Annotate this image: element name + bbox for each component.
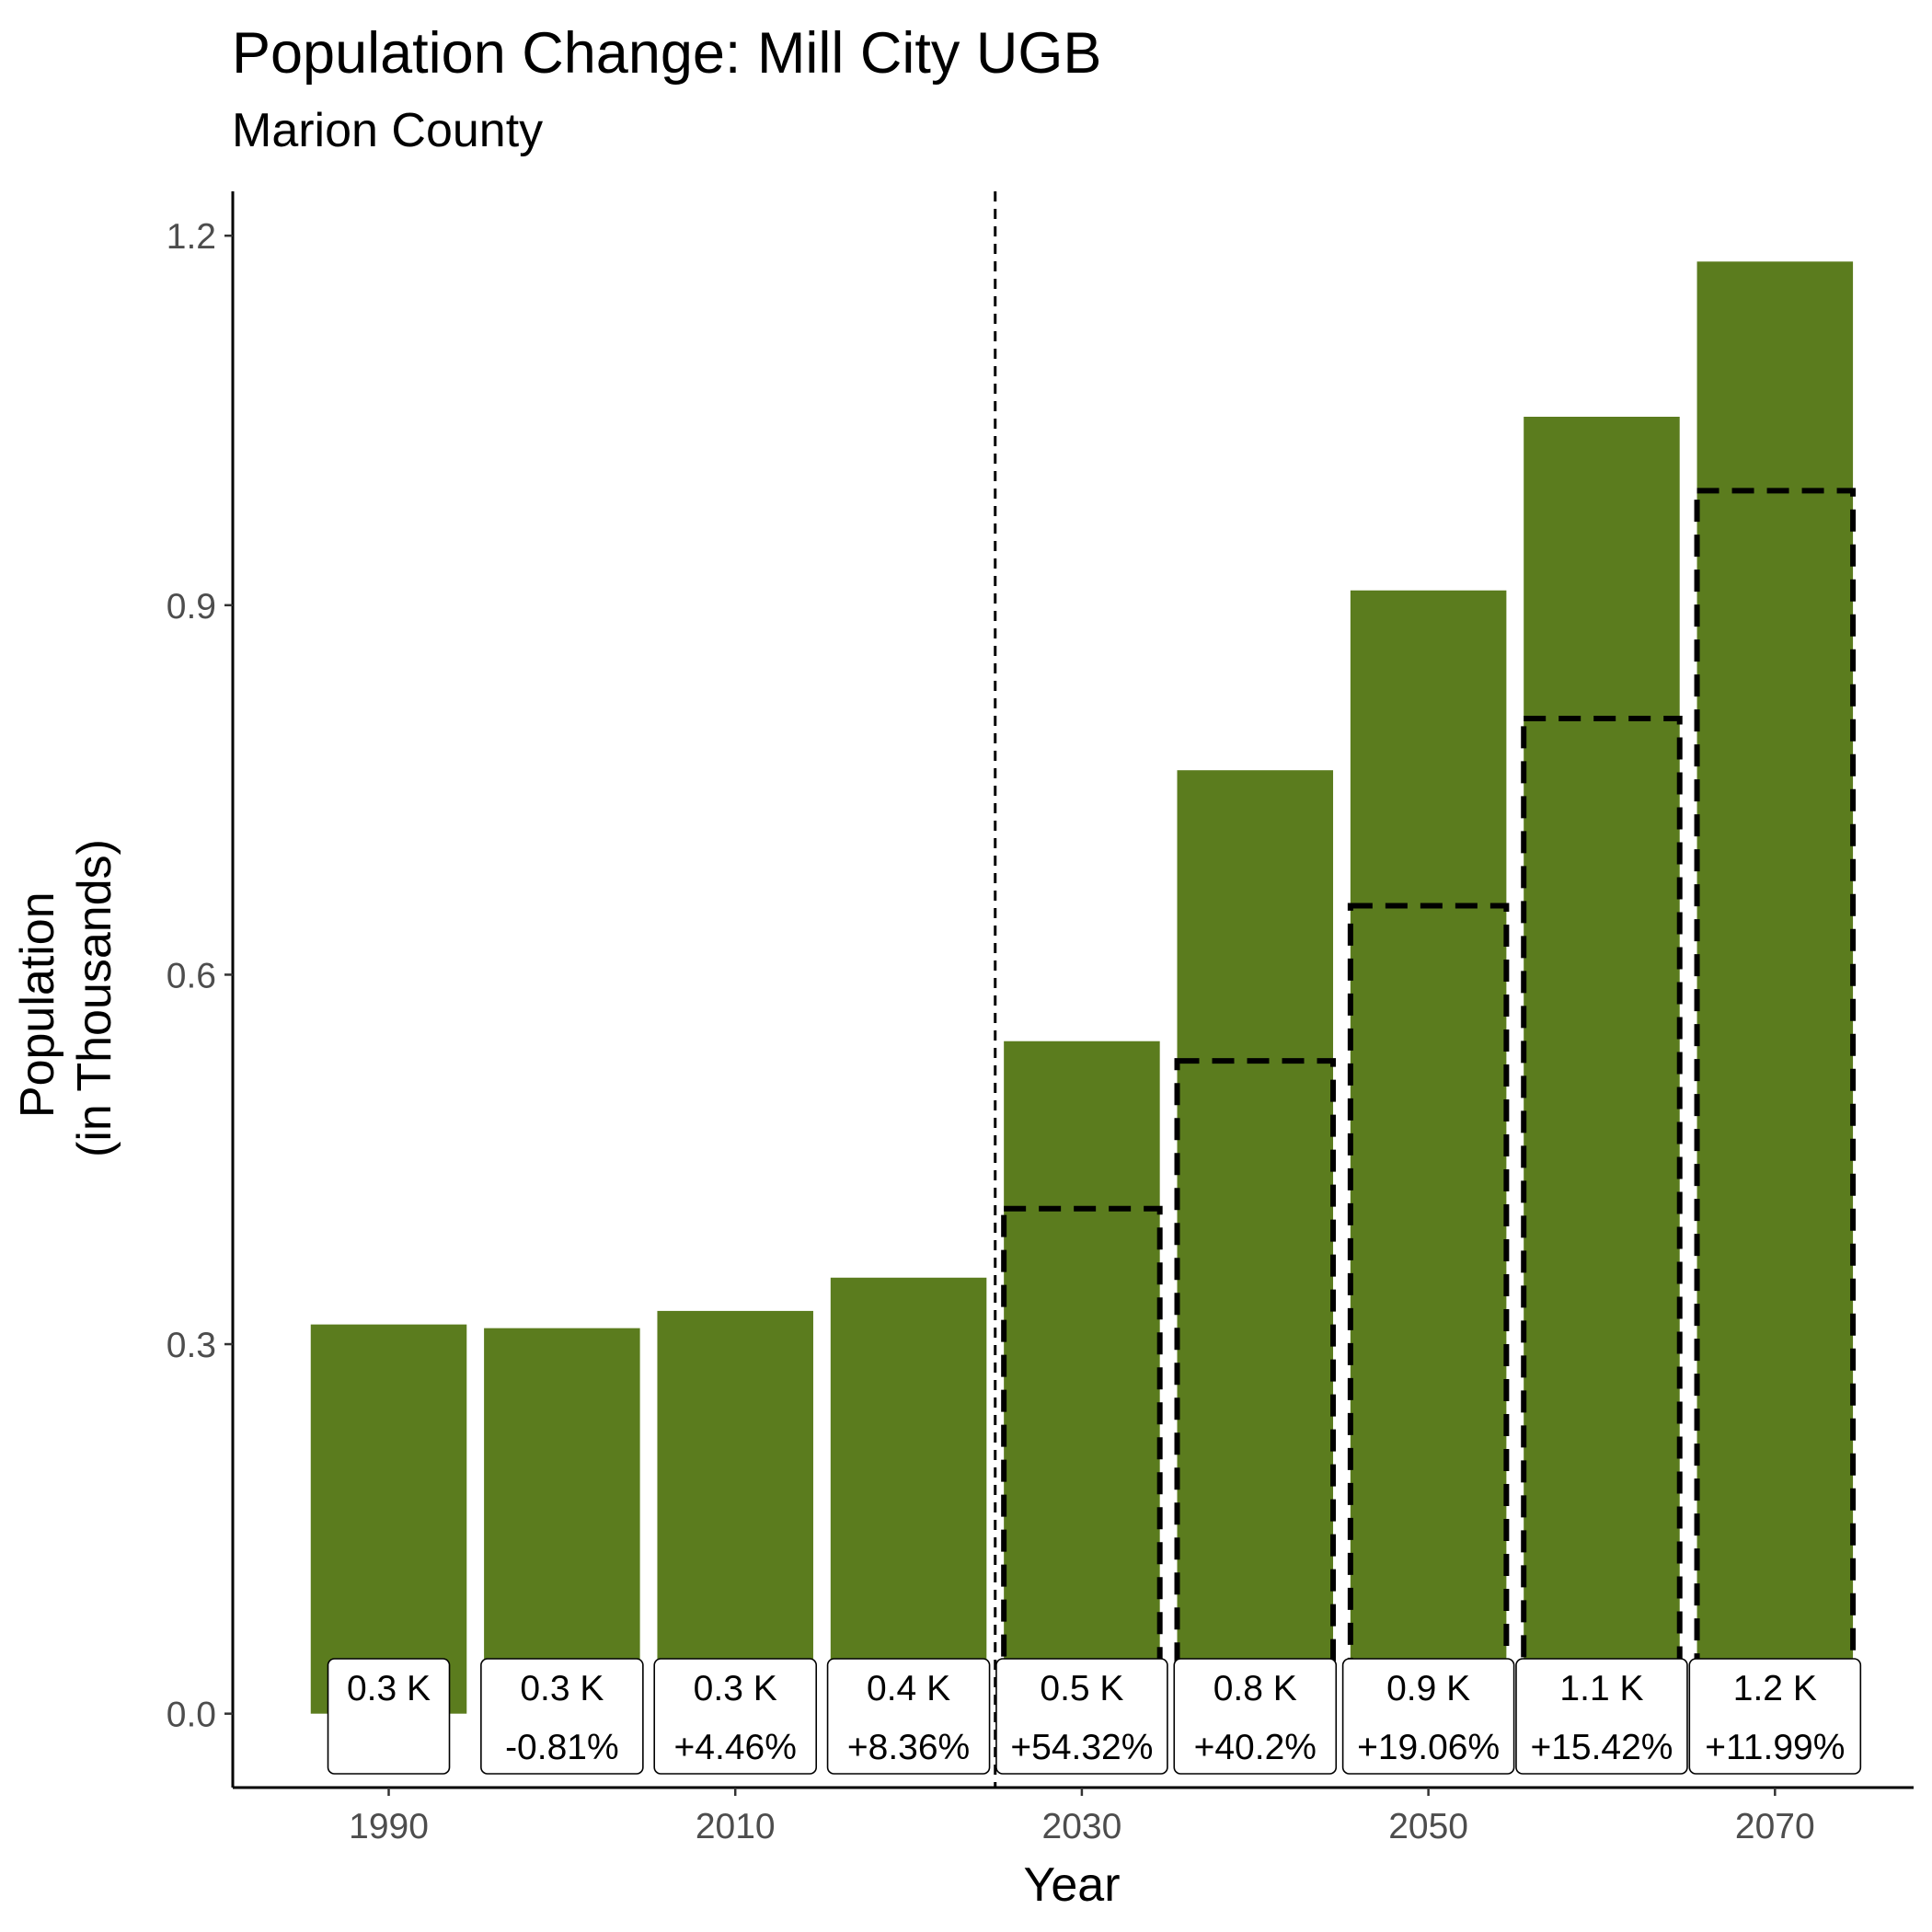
value-label-box <box>327 1658 451 1775</box>
value-label-amount: 0.8 K <box>1213 1669 1297 1708</box>
value-label-change: +40.2% <box>1194 1728 1317 1767</box>
value-label-amount: 0.9 K <box>1386 1669 1470 1708</box>
value-label-box <box>995 1658 1168 1775</box>
value-labels-layer: 0.3 K 0.3 K-0.81%0.3 K+4.46%0.4 K+8.36%0.… <box>327 1658 1862 1775</box>
value-label-change: +4.46% <box>674 1728 797 1767</box>
value-label-2010: 0.3 K +4.46% <box>653 1658 818 1775</box>
value-label-2060: 1.1 K +15.42% <box>1515 1658 1688 1775</box>
chart-subtitle: Marion County <box>232 104 544 157</box>
y-tick-label: 0.0 <box>167 1696 216 1735</box>
value-label-2020: 0.4 K +8.36% <box>826 1658 991 1775</box>
y-axis-title-line-1: Population <box>11 891 64 1118</box>
bar-2010 <box>657 1310 813 1714</box>
projection-outline-2070 <box>1694 488 1857 1717</box>
y-axis-title: Population (in Thousands) <box>11 839 121 1157</box>
x-tick-label: 2010 <box>696 1807 776 1846</box>
x-axis-title: Year <box>1023 1858 1120 1912</box>
y-tick-label: 0.6 <box>167 956 216 995</box>
bar-1990 <box>310 1324 467 1714</box>
bar-2030 <box>1004 1041 1160 1714</box>
value-label-amount: 0.4 K <box>867 1669 950 1708</box>
y-axis-title-line-2: (in Thousands) <box>68 839 121 1157</box>
value-label-amount: 0.3 K <box>520 1669 604 1708</box>
value-label-change: +19.06% <box>1357 1728 1500 1767</box>
value-label-amount: 0.3 K <box>694 1669 777 1708</box>
value-label-2030: 0.5 K +54.32% <box>995 1658 1168 1775</box>
bar-2020 <box>830 1277 987 1714</box>
axes-layer: 0.0 0.3 0.6 0.9 1.2 1990 2010 2030 2050 2070 <box>167 191 1914 1846</box>
bar-2040 <box>1177 770 1334 1714</box>
value-label-1990: 0.3 K <box>327 1658 451 1775</box>
value-label-box <box>1688 1658 1862 1775</box>
x-tick-label: 1990 <box>349 1807 429 1846</box>
value-label-change: -0.81% <box>505 1728 619 1767</box>
bar-2070 <box>1696 261 1854 1714</box>
value-label-2040: 0.8 K +40.2% <box>1173 1658 1338 1775</box>
y-tick-label: 0.3 <box>167 1326 216 1365</box>
x-tick-label: 2030 <box>1042 1807 1122 1846</box>
bars-layer <box>310 261 1854 1714</box>
value-label-amount: 0.5 K <box>1040 1669 1123 1708</box>
value-label-box <box>653 1658 818 1775</box>
value-label-2050: 0.9 K +19.06% <box>1341 1658 1515 1775</box>
x-tick-label: 2070 <box>1735 1807 1815 1846</box>
value-label-2000: 0.3 K -0.81% <box>480 1658 644 1775</box>
value-label-change: +8.36% <box>847 1728 970 1767</box>
projection-outline-2050 <box>1347 903 1510 1717</box>
value-label-box <box>826 1658 991 1775</box>
value-label-box <box>1173 1658 1338 1775</box>
y-tick-label: 0.9 <box>167 587 216 627</box>
value-label-amount: 1.2 K <box>1733 1669 1817 1708</box>
value-label-box <box>480 1658 644 1775</box>
x-tick-label: 2050 <box>1388 1807 1468 1846</box>
bar-2060 <box>1524 416 1680 1714</box>
value-label-box <box>1341 1658 1515 1775</box>
bar-2000 <box>484 1328 640 1714</box>
chart-title: Population Change: Mill City UGB <box>232 21 1102 86</box>
value-label-box <box>1515 1658 1688 1775</box>
value-label-change: +54.32% <box>1010 1728 1153 1767</box>
value-label-2070: 1.2 K +11.99% <box>1688 1658 1862 1775</box>
value-label-amount: 0.3 K <box>347 1669 431 1708</box>
value-label-amount: 1.1 K <box>1559 1669 1643 1708</box>
bar-2050 <box>1350 590 1507 1714</box>
y-tick-label: 1.2 <box>167 217 216 257</box>
value-label-change: +11.99% <box>1705 1728 1845 1767</box>
value-label-change: +15.42% <box>1530 1728 1673 1767</box>
